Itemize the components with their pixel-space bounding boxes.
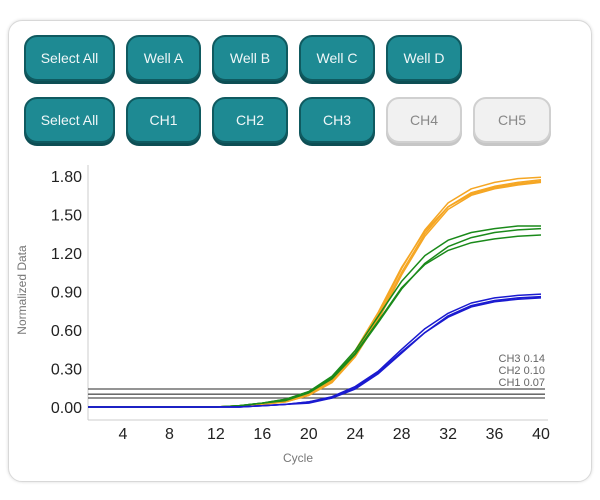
series-line-ch3-c <box>88 180 542 408</box>
well-button-well-b[interactable]: Well B <box>212 35 288 81</box>
channel-button-ch4[interactable]: CH4 <box>386 97 462 143</box>
series-line-ch2-a <box>88 225 541 408</box>
x-tick-label: 8 <box>165 426 174 443</box>
series-line-ch3-d <box>88 179 542 408</box>
channel-button-ch3[interactable]: CH3 <box>299 97 375 143</box>
channel-button-ch5[interactable]: CH5 <box>473 97 551 143</box>
y-axis-label: Normalized Data <box>15 245 29 335</box>
x-tick-label: 28 <box>393 426 411 443</box>
threshold-label: CH2 0.10 <box>499 365 545 377</box>
y-tick-label: 0.90 <box>51 285 82 302</box>
x-tick-label: 40 <box>532 426 550 443</box>
channel-button-ch2[interactable]: CH2 <box>212 97 288 143</box>
x-tick-label: 36 <box>486 426 504 443</box>
x-axis-label: Cycle <box>283 451 313 465</box>
x-tick-label: 20 <box>300 426 318 443</box>
series-line-ch3-a <box>88 176 542 408</box>
x-tick-label: 12 <box>207 426 225 443</box>
threshold-label: CH3 0.14 <box>499 353 545 365</box>
series-line-ch2-b <box>88 234 542 408</box>
x-tick-label: 32 <box>439 426 457 443</box>
well-button-select-all[interactable]: Select All <box>24 35 115 81</box>
y-tick-label: 1.20 <box>51 246 82 263</box>
y-tick-label: 1.80 <box>51 169 82 186</box>
y-tick-label: 0.00 <box>51 400 82 417</box>
channel-button-select-all[interactable]: Select All <box>24 97 115 143</box>
y-tick-label: 0.30 <box>51 362 82 379</box>
series-line-ch3-b <box>88 181 542 408</box>
threshold-label: CH1 0.07 <box>499 377 545 389</box>
y-tick-label: 0.60 <box>51 323 82 340</box>
x-tick-label: 24 <box>346 426 364 443</box>
series-line-ch2-c <box>88 227 542 408</box>
well-button-well-c[interactable]: Well C <box>299 35 375 81</box>
x-tick-label: 4 <box>119 426 128 443</box>
x-tick-label: 16 <box>253 426 271 443</box>
series-line-ch1-c <box>88 295 542 408</box>
channel-button-ch1[interactable]: CH1 <box>126 97 201 143</box>
chart-card <box>8 20 592 482</box>
well-button-well-d[interactable]: Well D <box>386 35 462 81</box>
well-button-well-a[interactable]: Well A <box>126 35 201 81</box>
y-tick-label: 1.50 <box>51 208 82 225</box>
